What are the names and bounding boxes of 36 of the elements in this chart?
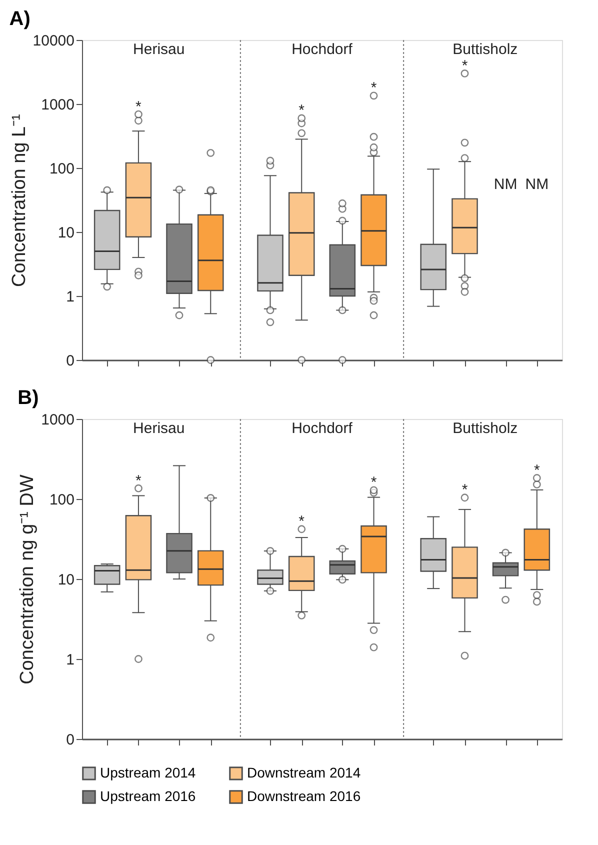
y-tick-label: 100: [49, 160, 74, 178]
annotation: *: [298, 513, 305, 530]
legend-label: Upstream 2014: [100, 764, 196, 780]
annotation: *: [136, 98, 142, 116]
legend-label: Downstream 2016: [247, 788, 361, 804]
category-label: Hochdorf: [292, 420, 352, 437]
annotation: *: [462, 482, 468, 499]
category-label: Hochdorf: [292, 41, 352, 58]
legend-label: Downstream 2014: [247, 764, 361, 780]
annotation: *: [136, 472, 142, 490]
chart-title: B): [18, 387, 39, 409]
y-tick-label: 0: [66, 352, 74, 370]
chart-title: A): [9, 8, 30, 30]
y-tick-label: 10000: [32, 32, 74, 50]
annotation: NM: [494, 176, 518, 193]
legend-label: Upstream 2016: [100, 788, 196, 804]
y-tick-label: 10: [58, 572, 74, 588]
category-label: Buttisholz: [452, 41, 518, 58]
y-tick-label: 1000: [41, 96, 74, 114]
annotation: NM: [525, 176, 549, 193]
y-tick-label: 1000: [41, 412, 74, 428]
category-label: Buttisholz: [452, 420, 518, 437]
y-tick-label: 0: [66, 732, 74, 748]
y-axis-title: Concentration ng g⁻¹ DW: [17, 474, 38, 684]
y-tick-label: 100: [49, 492, 74, 508]
annotation: *: [534, 462, 540, 480]
annotation: *: [298, 102, 305, 120]
category-label: Herisau: [133, 41, 185, 58]
category-label: Herisau: [133, 420, 185, 437]
y-axis-title: Concentration ng L⁻¹: [8, 114, 30, 287]
annotation: *: [370, 474, 377, 492]
annotation: *: [370, 80, 377, 97]
y-tick-label: 1: [66, 288, 74, 306]
y-tick-label: 1: [66, 652, 74, 668]
annotation: *: [462, 57, 468, 74]
y-tick-label: 10: [58, 224, 74, 242]
